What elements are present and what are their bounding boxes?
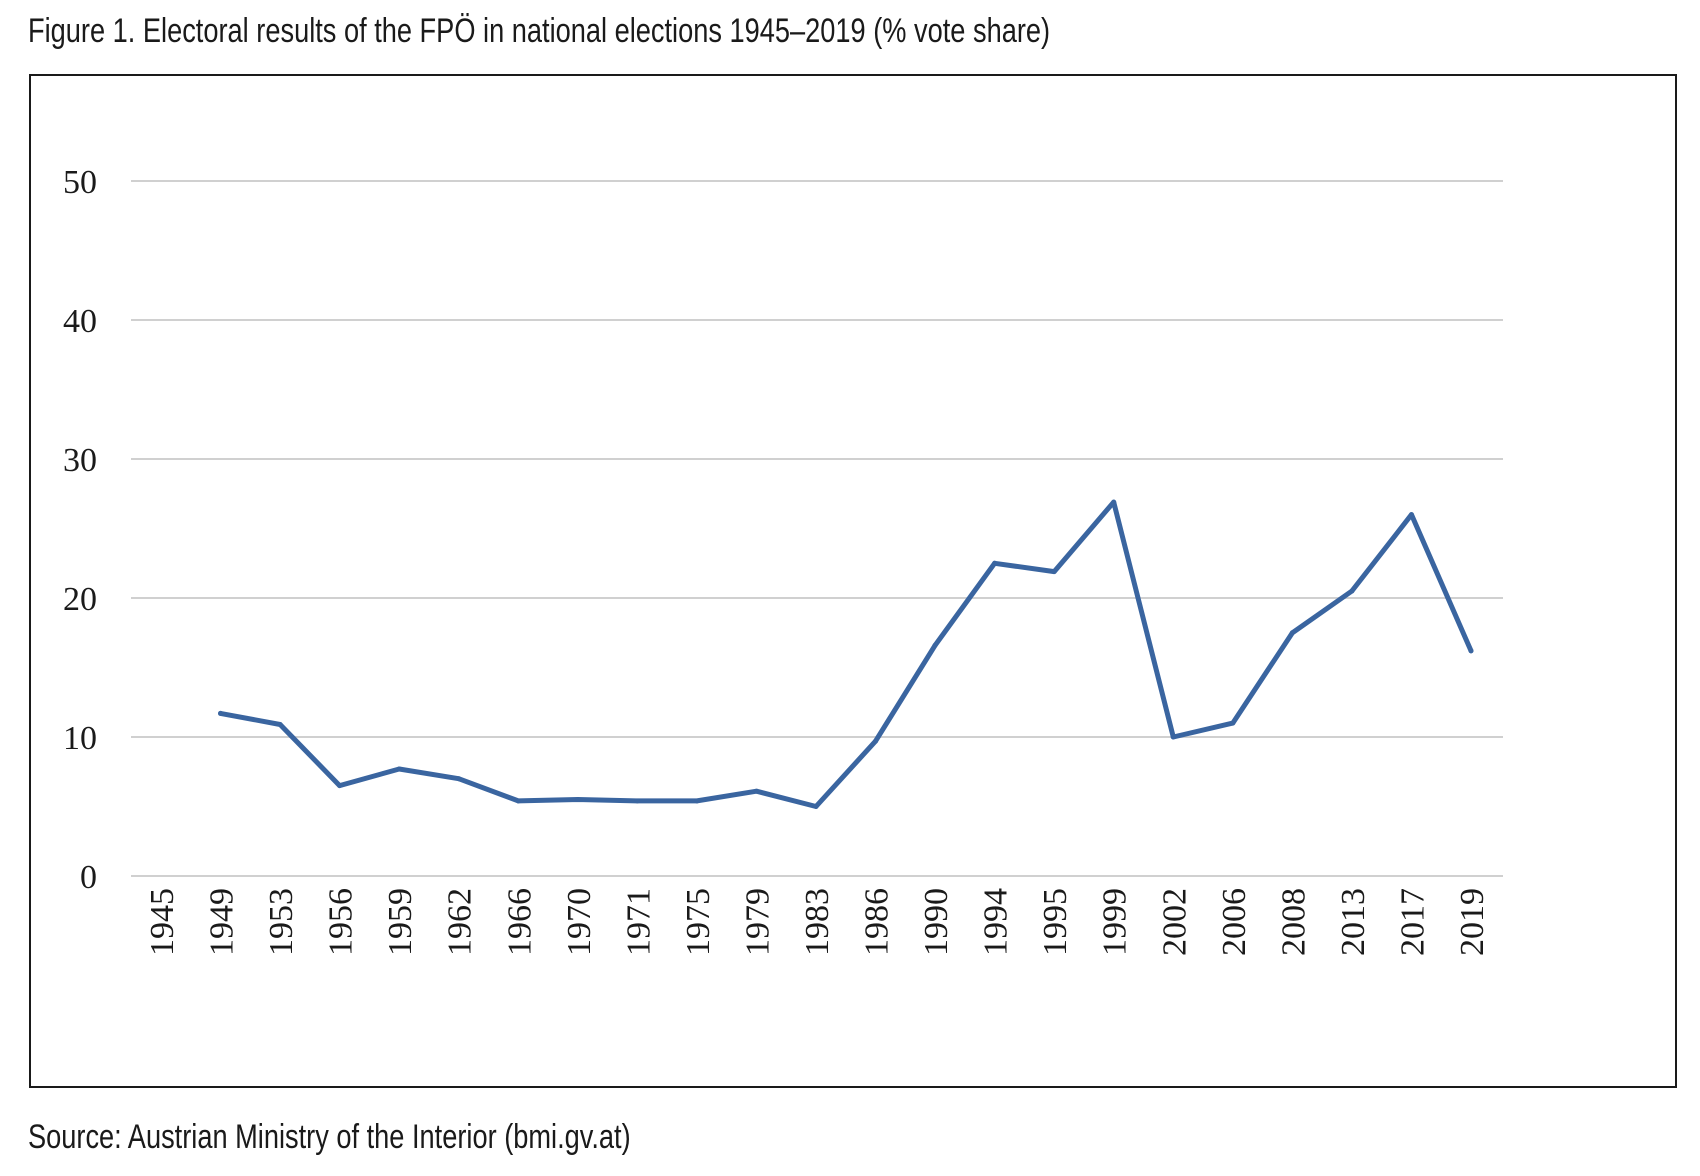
y-tick-label-50: 50 bbox=[63, 164, 97, 201]
x-tick-label-1956: 1956 bbox=[323, 888, 360, 956]
x-tick-label-2017: 2017 bbox=[1394, 888, 1431, 956]
series-line-0 bbox=[218, 499, 1474, 809]
data-point-1966 bbox=[515, 798, 521, 804]
data-point-1995 bbox=[1051, 569, 1057, 575]
data-point-2008 bbox=[1289, 630, 1295, 636]
data-point-2002 bbox=[1170, 734, 1176, 740]
figure-caption: Figure 1. Electoral results of the FPÖ i… bbox=[28, 12, 1051, 50]
x-tick-label-1975: 1975 bbox=[680, 888, 717, 956]
x-tick-label-1959: 1959 bbox=[382, 888, 419, 956]
data-point-1983 bbox=[813, 804, 819, 809]
data-point-1990 bbox=[932, 642, 938, 648]
data-point-1979 bbox=[753, 788, 759, 794]
data-point-2006 bbox=[1230, 720, 1236, 726]
x-tick-label-1983: 1983 bbox=[799, 888, 836, 956]
x-tick-label-1971: 1971 bbox=[620, 888, 657, 956]
data-point-2017 bbox=[1408, 512, 1414, 518]
x-tick-label-1995: 1995 bbox=[1037, 888, 1074, 956]
data-point-2013 bbox=[1349, 588, 1355, 594]
data-point-1971 bbox=[634, 798, 640, 804]
x-tick-label-1979: 1979 bbox=[739, 888, 776, 956]
x-tick-label-2008: 2008 bbox=[1275, 888, 1312, 956]
y-tick-label-30: 30 bbox=[63, 442, 97, 479]
x-tick-label-1953: 1953 bbox=[263, 888, 300, 956]
data-point-1953 bbox=[277, 721, 283, 727]
x-tick-label-2002: 2002 bbox=[1156, 888, 1193, 956]
x-tick-label-2019: 2019 bbox=[1454, 888, 1491, 956]
y-tick-label-40: 40 bbox=[63, 303, 97, 340]
source-note: Source: Austrian Ministry of the Interio… bbox=[28, 1118, 631, 1156]
data-point-1949 bbox=[218, 710, 224, 716]
y-tick-label-20: 20 bbox=[63, 581, 97, 618]
x-tick-label-2006: 2006 bbox=[1216, 888, 1253, 956]
x-tick-label-1990: 1990 bbox=[918, 888, 955, 956]
x-tick-label-1945: 1945 bbox=[144, 888, 181, 956]
data-point-1956 bbox=[337, 783, 343, 789]
data-point-2019 bbox=[1468, 648, 1474, 654]
x-tick-label-1970: 1970 bbox=[561, 888, 598, 956]
line-chart: 0 10 20 30 40 50 1945 1949 1953 1956 1959 1962 1966 1… bbox=[63, 164, 1503, 956]
x-tick-label-1994: 1994 bbox=[978, 888, 1015, 956]
data-point-1975 bbox=[694, 798, 700, 804]
data-point-1986 bbox=[873, 738, 879, 744]
y-tick-label-0: 0 bbox=[80, 859, 97, 896]
data-point-1962 bbox=[456, 776, 462, 782]
data-point-1994 bbox=[992, 560, 998, 566]
y-tick-label-10: 10 bbox=[63, 720, 97, 757]
data-point-1999 bbox=[1111, 499, 1117, 505]
x-tick-label-1949: 1949 bbox=[204, 888, 241, 956]
data-point-1970 bbox=[575, 797, 581, 803]
chart-frame: 0 10 20 30 40 50 1945 1949 1953 1956 1959 1962 1966 1… bbox=[29, 74, 1677, 1088]
x-tick-label-1966: 1966 bbox=[501, 888, 538, 956]
x-tick-label-1999: 1999 bbox=[1097, 888, 1134, 956]
x-tick-label-1986: 1986 bbox=[859, 888, 896, 956]
data-point-1959 bbox=[396, 766, 402, 772]
x-tick-label-2013: 2013 bbox=[1335, 888, 1372, 956]
x-tick-label-1962: 1962 bbox=[442, 888, 479, 956]
